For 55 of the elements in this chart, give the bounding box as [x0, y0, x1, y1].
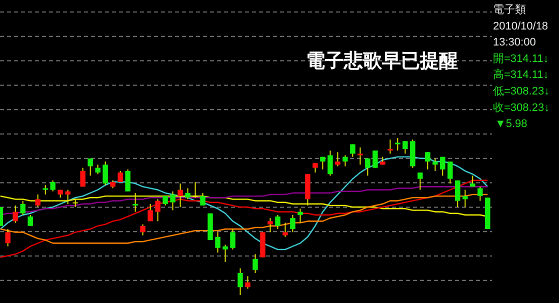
candlestick [418, 172, 423, 190]
candlestick [395, 138, 400, 152]
candlestick [425, 152, 430, 170]
candlestick [372, 150, 378, 168]
candlestick [252, 254, 258, 274]
candlestick [365, 158, 370, 176]
text: 2010/10/18 [493, 20, 548, 32]
candlestick [80, 167, 86, 188]
text: 13:30:00 [493, 36, 536, 49]
candlestick [440, 156, 446, 176]
candlestick [88, 158, 93, 176]
candlestick [245, 276, 250, 290]
candlestick [448, 161, 453, 184]
candlestick [282, 222, 288, 238]
candlestick [350, 144, 356, 158]
chart-title: 電子悲歌早已提醒 [306, 50, 458, 72]
candlestick [42, 184, 48, 196]
candlestick [275, 214, 280, 230]
candlestick [215, 232, 220, 254]
candlestick [432, 158, 438, 172]
text: 電子類 [493, 4, 526, 16]
candlestick [290, 214, 296, 233]
candlestick [12, 205, 18, 224]
candlestick [28, 214, 33, 226]
text: 高=314.11↓ [493, 68, 549, 82]
text: 開=314.11↓ [493, 52, 549, 65]
candlestick [125, 168, 130, 192]
candlestick [155, 198, 160, 222]
candlestick [335, 152, 340, 167]
candlestick [312, 162, 318, 174]
candlestick [238, 268, 243, 296]
candlestick [50, 180, 56, 192]
candlestick [140, 224, 146, 236]
candlestick [358, 146, 363, 166]
candlestick [402, 140, 408, 154]
candlestick [462, 189, 468, 208]
text: 收=308.23↓ [493, 102, 550, 114]
candlestick [298, 208, 303, 224]
text: 低=308.23↓ [493, 86, 550, 98]
candlestick [72, 198, 78, 208]
candlestick [222, 244, 228, 263]
candlestick [102, 161, 108, 186]
candlestick [328, 150, 333, 176]
candlestick [148, 203, 153, 222]
candlestick [388, 139, 393, 154]
candlestick [5, 228, 10, 247]
text: ▼5.98 [495, 118, 528, 130]
candlestick [320, 156, 326, 170]
candlestick [268, 218, 273, 233]
candlestick [342, 154, 348, 167]
candlestick [118, 170, 123, 182]
candlestick [230, 228, 236, 250]
candlestick [95, 164, 100, 175]
candlestick [455, 180, 460, 208]
candlestick [478, 186, 483, 202]
